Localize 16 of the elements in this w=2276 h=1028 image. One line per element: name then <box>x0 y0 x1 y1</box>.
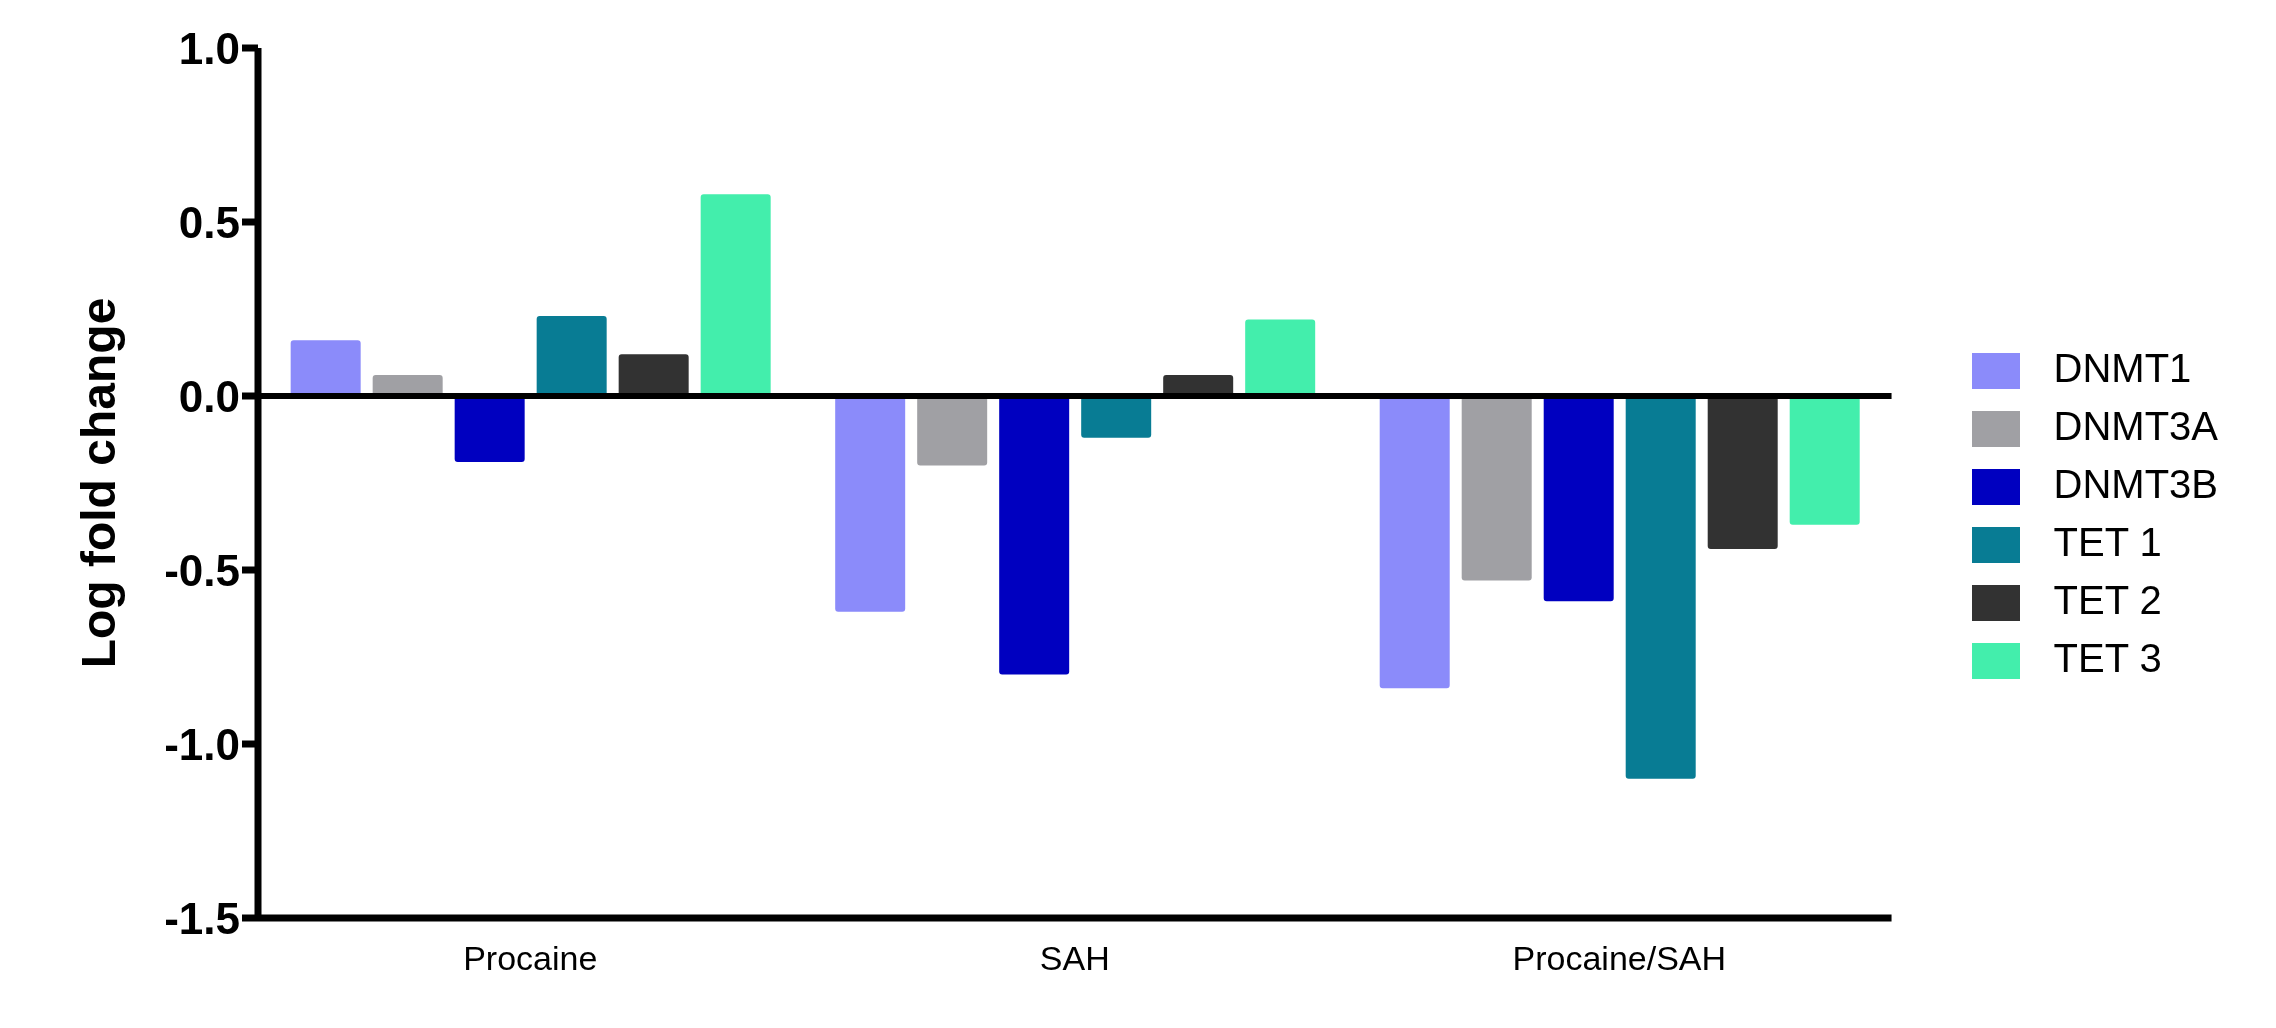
legend-label: DNMT3A <box>2053 404 2218 448</box>
x-tick-label: SAH <box>1039 939 1110 978</box>
y-tick-label: -1.5 <box>164 893 240 943</box>
legend-label: DNMT3B <box>2053 462 2218 506</box>
y-tick-label: -0.5 <box>164 545 240 595</box>
legend-label: TET 3 <box>2053 636 2162 680</box>
legend-label: TET 1 <box>2053 520 2162 564</box>
y-tick-label: 1.0 <box>178 23 240 73</box>
y-tick-label: 0.0 <box>178 371 240 421</box>
y-tick-label: 0.5 <box>178 197 240 247</box>
y-tick-label: -1.0 <box>164 719 240 769</box>
x-tick-label: Procaine <box>463 939 598 978</box>
y-axis-title: Log fold change <box>72 297 126 669</box>
legend-label: DNMT1 <box>2053 346 2192 390</box>
legend-label: TET 2 <box>2053 578 2162 622</box>
x-tick-label: Procaine/SAH <box>1512 939 1727 978</box>
